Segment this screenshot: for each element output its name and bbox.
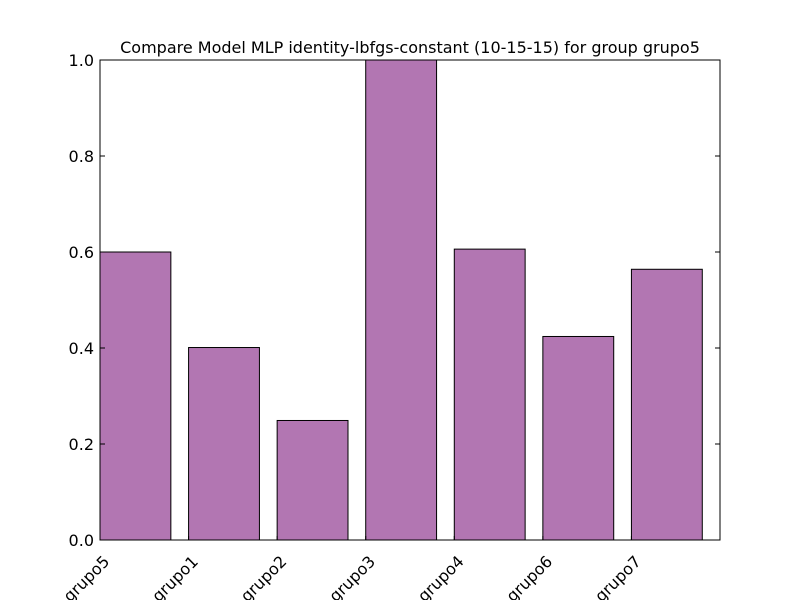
y-tick-label: 0.2	[69, 435, 94, 454]
bars-layer	[99, 59, 703, 541]
bar-grupo6	[542, 335, 615, 541]
bar-grupo4	[453, 248, 526, 541]
x-axis: grupo5 grupo1 grupo2 grupo3 grupo4 grupo6 grup…	[60, 536, 645, 600]
y-axis: 0.0 0.2 0.4 0.6 0.8 1.0	[69, 51, 720, 550]
x-tick-label-grupo2: grupo2	[237, 552, 291, 600]
y-tick-label: 0.4	[69, 339, 94, 358]
bar-grupo1	[188, 347, 260, 541]
x-tick-label-grupo7: grupo7	[591, 552, 645, 600]
bar-grupo3	[365, 59, 438, 541]
x-tick-label-grupo6: grupo6	[502, 552, 556, 600]
x-tick-label-grupo4: grupo4	[414, 552, 468, 600]
x-tick-label-grupo5: grupo5	[60, 552, 114, 600]
y-tick-label: 1.0	[69, 51, 94, 70]
bar-grupo7	[630, 268, 703, 541]
y-tick-label: 0.0	[69, 531, 94, 550]
chart-title: Compare Model MLP identity-lbfgs-constan…	[120, 38, 700, 57]
plot-frame	[99, 59, 721, 541]
x-tick-label-grupo1: grupo1	[148, 552, 202, 600]
x-tick-label-grupo3: grupo3	[325, 552, 379, 600]
bar-grupo2	[276, 419, 349, 541]
y-tick-label: 0.8	[69, 147, 94, 166]
bar-grupo5	[99, 251, 172, 541]
y-tick-label: 0.6	[69, 243, 94, 262]
